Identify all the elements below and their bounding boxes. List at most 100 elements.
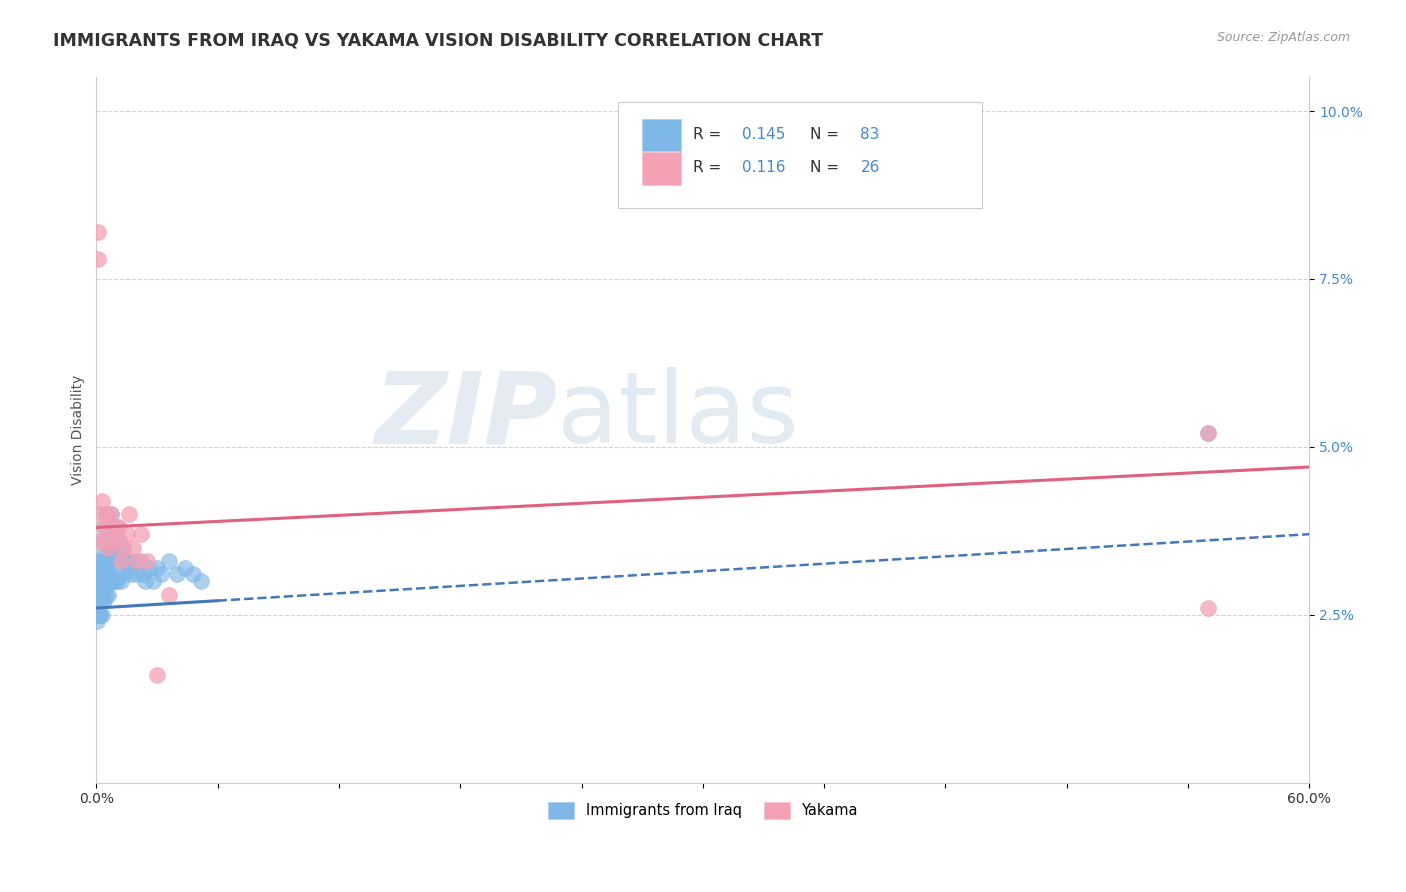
Point	[94, 581, 117, 595]
Point	[97, 588, 120, 602]
Point	[1197, 426, 1219, 441]
Point	[157, 554, 180, 568]
Point	[93, 574, 115, 589]
Point	[1197, 601, 1219, 615]
Point	[93, 520, 115, 534]
Point	[174, 561, 197, 575]
Text: N =: N =	[810, 160, 844, 175]
Point	[91, 607, 114, 622]
Point	[87, 252, 110, 266]
Point	[190, 574, 212, 589]
Text: 26: 26	[860, 160, 880, 175]
Point	[121, 554, 143, 568]
Point	[86, 615, 108, 629]
Point	[100, 507, 122, 521]
Point	[103, 533, 125, 548]
Point	[91, 533, 114, 548]
Point	[142, 574, 165, 589]
Point	[97, 541, 120, 555]
FancyBboxPatch shape	[643, 119, 681, 152]
Point	[150, 567, 173, 582]
Point	[166, 567, 188, 582]
Point	[97, 533, 120, 548]
Point	[87, 574, 110, 589]
Point	[107, 533, 129, 548]
Point	[121, 541, 143, 555]
Point	[118, 561, 141, 575]
Point	[90, 561, 112, 575]
FancyBboxPatch shape	[617, 102, 981, 208]
Point	[157, 588, 180, 602]
Text: IMMIGRANTS FROM IRAQ VS YAKAMA VISION DISABILITY CORRELATION CHART: IMMIGRANTS FROM IRAQ VS YAKAMA VISION DI…	[53, 31, 824, 49]
Point	[125, 554, 148, 568]
Point	[100, 533, 122, 548]
Text: R =: R =	[693, 127, 727, 142]
Point	[101, 574, 124, 589]
Text: atlas: atlas	[557, 368, 799, 465]
Point	[111, 541, 134, 555]
Point	[96, 533, 118, 548]
Point	[93, 520, 115, 534]
Y-axis label: Vision Disability: Vision Disability	[72, 375, 86, 485]
Point	[134, 574, 156, 589]
Text: N =: N =	[810, 127, 844, 142]
Point	[111, 567, 134, 582]
Point	[101, 547, 124, 561]
Point	[90, 588, 112, 602]
Point	[86, 601, 108, 615]
Point	[96, 547, 118, 561]
Point	[89, 561, 111, 575]
Text: 83: 83	[860, 127, 880, 142]
Point	[110, 574, 132, 589]
Point	[87, 225, 110, 239]
Point	[100, 574, 122, 589]
Point	[87, 588, 110, 602]
Text: R =: R =	[693, 160, 727, 175]
Point	[91, 493, 114, 508]
Point	[183, 567, 205, 582]
Point	[105, 547, 128, 561]
Point	[105, 533, 128, 548]
Point	[89, 594, 111, 608]
Point	[91, 594, 114, 608]
Point	[87, 588, 110, 602]
Point	[89, 574, 111, 589]
Point	[93, 574, 115, 589]
Point	[91, 574, 114, 589]
Point	[120, 567, 142, 582]
Point	[89, 554, 111, 568]
Point	[91, 588, 114, 602]
Point	[96, 567, 118, 582]
Legend: Immigrants from Iraq, Yakama: Immigrants from Iraq, Yakama	[541, 797, 863, 825]
Point	[101, 520, 124, 534]
Point	[97, 561, 120, 575]
Point	[96, 533, 118, 548]
Point	[87, 581, 110, 595]
Point	[87, 607, 110, 622]
Point	[93, 547, 115, 561]
Point	[89, 594, 111, 608]
Point	[91, 561, 114, 575]
Point	[89, 607, 111, 622]
Point	[103, 574, 125, 589]
Point	[125, 567, 148, 582]
Point	[97, 554, 120, 568]
Point	[87, 574, 110, 589]
Text: Source: ZipAtlas.com: Source: ZipAtlas.com	[1216, 31, 1350, 45]
Point	[129, 554, 152, 568]
Point	[118, 507, 141, 521]
Point	[115, 527, 138, 541]
Point	[138, 561, 160, 575]
Point	[115, 554, 138, 568]
Point	[1197, 426, 1219, 441]
Text: 0.145: 0.145	[741, 127, 785, 142]
Point	[107, 520, 129, 534]
Point	[107, 561, 129, 575]
Point	[87, 601, 110, 615]
Point	[111, 541, 134, 555]
Point	[96, 507, 118, 521]
Point	[96, 588, 118, 602]
Point	[91, 554, 114, 568]
Point	[89, 588, 111, 602]
Point	[110, 547, 132, 561]
